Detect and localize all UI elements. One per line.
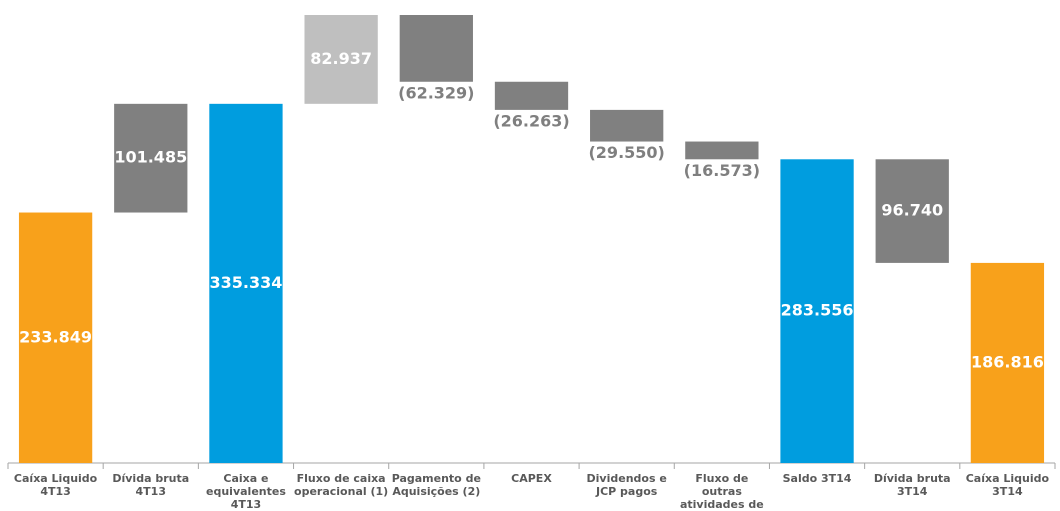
bar	[209, 103, 283, 464]
bar	[970, 262, 1045, 463]
value-label: 233.849	[19, 327, 92, 346]
x-tick-label: Dividendos e JCP pagos	[586, 472, 667, 498]
x-tick-label: Dívida bruta 3T14	[873, 472, 951, 498]
x-tick-label: Caíxa Liquido 3T14	[965, 472, 1050, 498]
value-label: (62.329)	[398, 83, 474, 102]
x-tick-label: Pagamento de Aquisições (2)	[391, 472, 481, 498]
bar	[399, 15, 473, 82]
value-label: 335.334	[210, 273, 283, 292]
value-label: 101.485	[114, 148, 187, 167]
x-tick-label: Fluxo de caixa operacional (1)	[294, 472, 389, 498]
value-label: 96.740	[881, 201, 943, 220]
bar	[304, 15, 378, 104]
bar	[114, 103, 188, 213]
bar	[494, 81, 569, 110]
bar	[590, 109, 664, 142]
value-label: 82.937	[310, 49, 372, 68]
bar	[18, 212, 93, 463]
value-label: 186.816	[971, 352, 1044, 371]
bar	[685, 141, 759, 160]
x-tick-label: Dívida bruta 4T13	[112, 472, 190, 498]
x-tick-label: Caixa e equivalentes 4T13	[206, 472, 286, 511]
value-label: (29.550)	[588, 143, 664, 162]
x-tick-label: Fluxo de outras atividades de financiame…	[679, 472, 764, 511]
x-tick-label: Caíxa Liquido 4T13	[13, 472, 98, 498]
x-tick-label: CAPEX	[511, 472, 552, 485]
bar	[780, 159, 854, 464]
bar	[875, 159, 949, 263]
value-label: (26.263)	[493, 111, 569, 130]
value-label: 283.556	[781, 301, 854, 320]
x-tick-label: Saldo 3T14	[782, 472, 852, 485]
value-label: (16.573)	[684, 161, 760, 180]
